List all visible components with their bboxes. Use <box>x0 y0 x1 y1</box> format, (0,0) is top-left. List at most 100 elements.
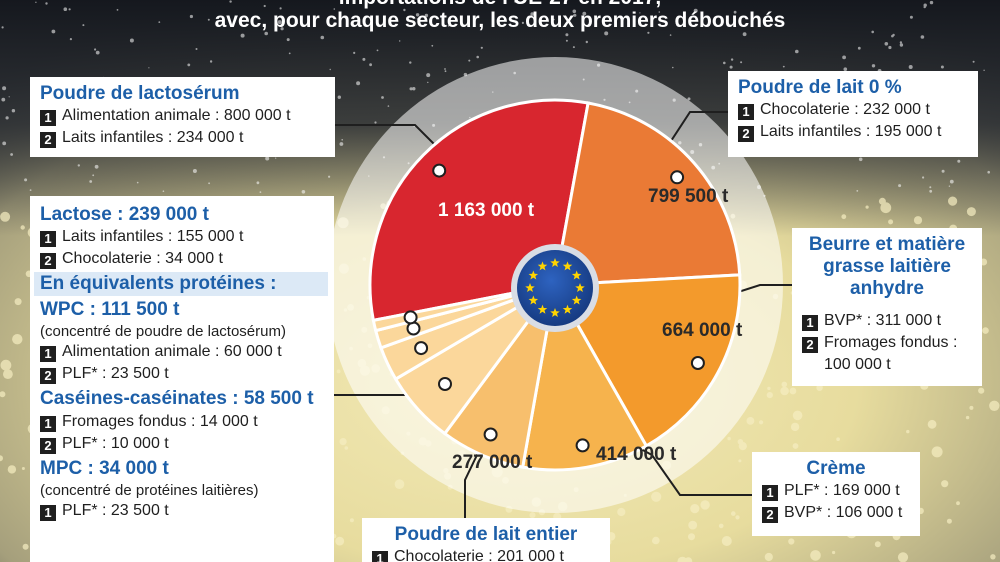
powder-speck <box>339 142 344 146</box>
powder-speck <box>148 67 150 69</box>
powder-speck <box>929 0 934 5</box>
powder-speck <box>288 52 291 55</box>
powder-speck <box>871 64 876 68</box>
rank-1-icon: 1 <box>40 416 56 432</box>
eu-star <box>525 283 535 293</box>
powder-speck <box>387 105 390 107</box>
lactose-item-1: 1 Laits infantiles : 155 000 t <box>40 226 324 248</box>
wpc-subtitle: (concentré de poudre de lactosérum) <box>40 323 286 340</box>
box-beurre-title-1: Beurre et matière <box>808 234 966 255</box>
powder-speck <box>374 121 377 124</box>
powder-speck <box>899 43 904 47</box>
powder-speck <box>884 42 889 46</box>
rank-1-icon: 1 <box>802 315 818 331</box>
powder-speck <box>929 186 932 189</box>
powder-speck <box>8 96 10 98</box>
powder-crumb <box>335 536 345 546</box>
powder-speck <box>5 116 9 120</box>
lactose-item-2: 2 Chocolaterie : 34 000 t <box>40 248 324 270</box>
powder-crumb <box>688 533 695 541</box>
powder-speck <box>162 190 165 192</box>
powder-speck <box>972 60 975 63</box>
powder-speck <box>530 12 534 16</box>
powder-speck <box>514 0 517 3</box>
powder-speck <box>941 169 945 173</box>
rank-1-icon: 1 <box>40 110 56 126</box>
powder-crumb <box>0 211 11 222</box>
powder-speck <box>320 35 325 40</box>
powder-speck <box>639 12 641 14</box>
powder-crumb <box>344 446 349 450</box>
powder-crumb <box>880 202 892 214</box>
powder-crumb <box>759 420 764 425</box>
box-beurre-title-3: anhydre <box>850 278 924 299</box>
powder-speck <box>116 9 119 11</box>
box-lait0-title: Poudre de lait 0 % <box>738 77 902 98</box>
powder-speck <box>412 87 416 91</box>
powder-speck <box>69 38 72 41</box>
eu-star <box>550 258 560 268</box>
eu-star <box>528 270 539 280</box>
value-label-beurre: 664 000 t <box>662 320 743 341</box>
powder-speck <box>333 8 336 10</box>
powder-speck <box>940 65 944 69</box>
powder-crumb <box>677 556 688 562</box>
powder-speck <box>403 8 406 12</box>
lactose-title: Lactose : 239 000 t <box>40 204 209 225</box>
powder-crumb <box>746 417 755 425</box>
powder-speck <box>604 31 609 36</box>
value-label-laitentier: 277 000 t <box>452 452 533 473</box>
powder-speck <box>444 70 447 73</box>
powder-speck <box>949 179 954 184</box>
powder-speck <box>369 63 372 67</box>
powder-speck <box>431 44 434 47</box>
powder-crumb <box>781 381 788 388</box>
powder-crumb <box>767 386 771 391</box>
powder-speck <box>733 10 737 14</box>
powder-crumb <box>3 369 13 379</box>
powder-crumb <box>735 515 740 520</box>
rank-2-icon: 2 <box>40 253 56 269</box>
powder-speck <box>923 5 926 9</box>
powder-speck <box>94 48 97 51</box>
powder-speck <box>888 45 892 50</box>
powder-speck <box>899 41 903 44</box>
powder-speck <box>356 81 361 86</box>
box-creme: Crème 1 PLF* : 169 000 t 2 BVP* : 106 000 … <box>752 452 920 536</box>
pie-slice-1 <box>553 101 742 287</box>
rank-1-icon: 1 <box>762 485 778 501</box>
powder-speck <box>256 181 260 185</box>
powder-speck <box>296 22 299 25</box>
value-label-lait0: 799 500 t <box>648 186 729 207</box>
powder-crumb <box>989 400 1000 411</box>
rank-1-icon: 1 <box>372 551 388 562</box>
mpc-subtitle: (concentré de protéines laitières) <box>40 482 259 499</box>
slice-marker-1 <box>670 170 685 185</box>
powder-speck <box>376 49 379 52</box>
powder-speck <box>192 169 197 173</box>
powder-crumb <box>22 543 29 550</box>
box-laitentier-item-1: 1 Chocolaterie : 201 000 t <box>372 546 600 562</box>
powder-speck <box>908 65 913 69</box>
powder-crumb <box>688 520 698 530</box>
powder-speck <box>843 67 848 71</box>
powder-speck <box>795 49 799 54</box>
powder-speck <box>2 86 7 91</box>
powder-crumb <box>766 392 773 399</box>
powder-crumb <box>792 410 803 421</box>
powder-crumb <box>718 523 724 529</box>
powder-crumb <box>731 511 736 516</box>
powder-speck <box>208 182 211 185</box>
powder-speck <box>658 11 661 13</box>
powder-crumb <box>878 197 886 205</box>
box-laitentier: Poudre de lait entier 1 Chocolaterie : 20… <box>362 518 610 562</box>
powder-crumb <box>790 422 800 432</box>
eu-star <box>537 261 548 271</box>
powder-crumb <box>690 504 700 514</box>
powder-crumb <box>738 459 742 463</box>
powder-speck <box>195 48 198 50</box>
powder-speck <box>573 13 577 17</box>
powder-crumb <box>721 536 732 546</box>
slice-marker-5 <box>438 377 452 391</box>
powder-speck <box>987 170 990 174</box>
